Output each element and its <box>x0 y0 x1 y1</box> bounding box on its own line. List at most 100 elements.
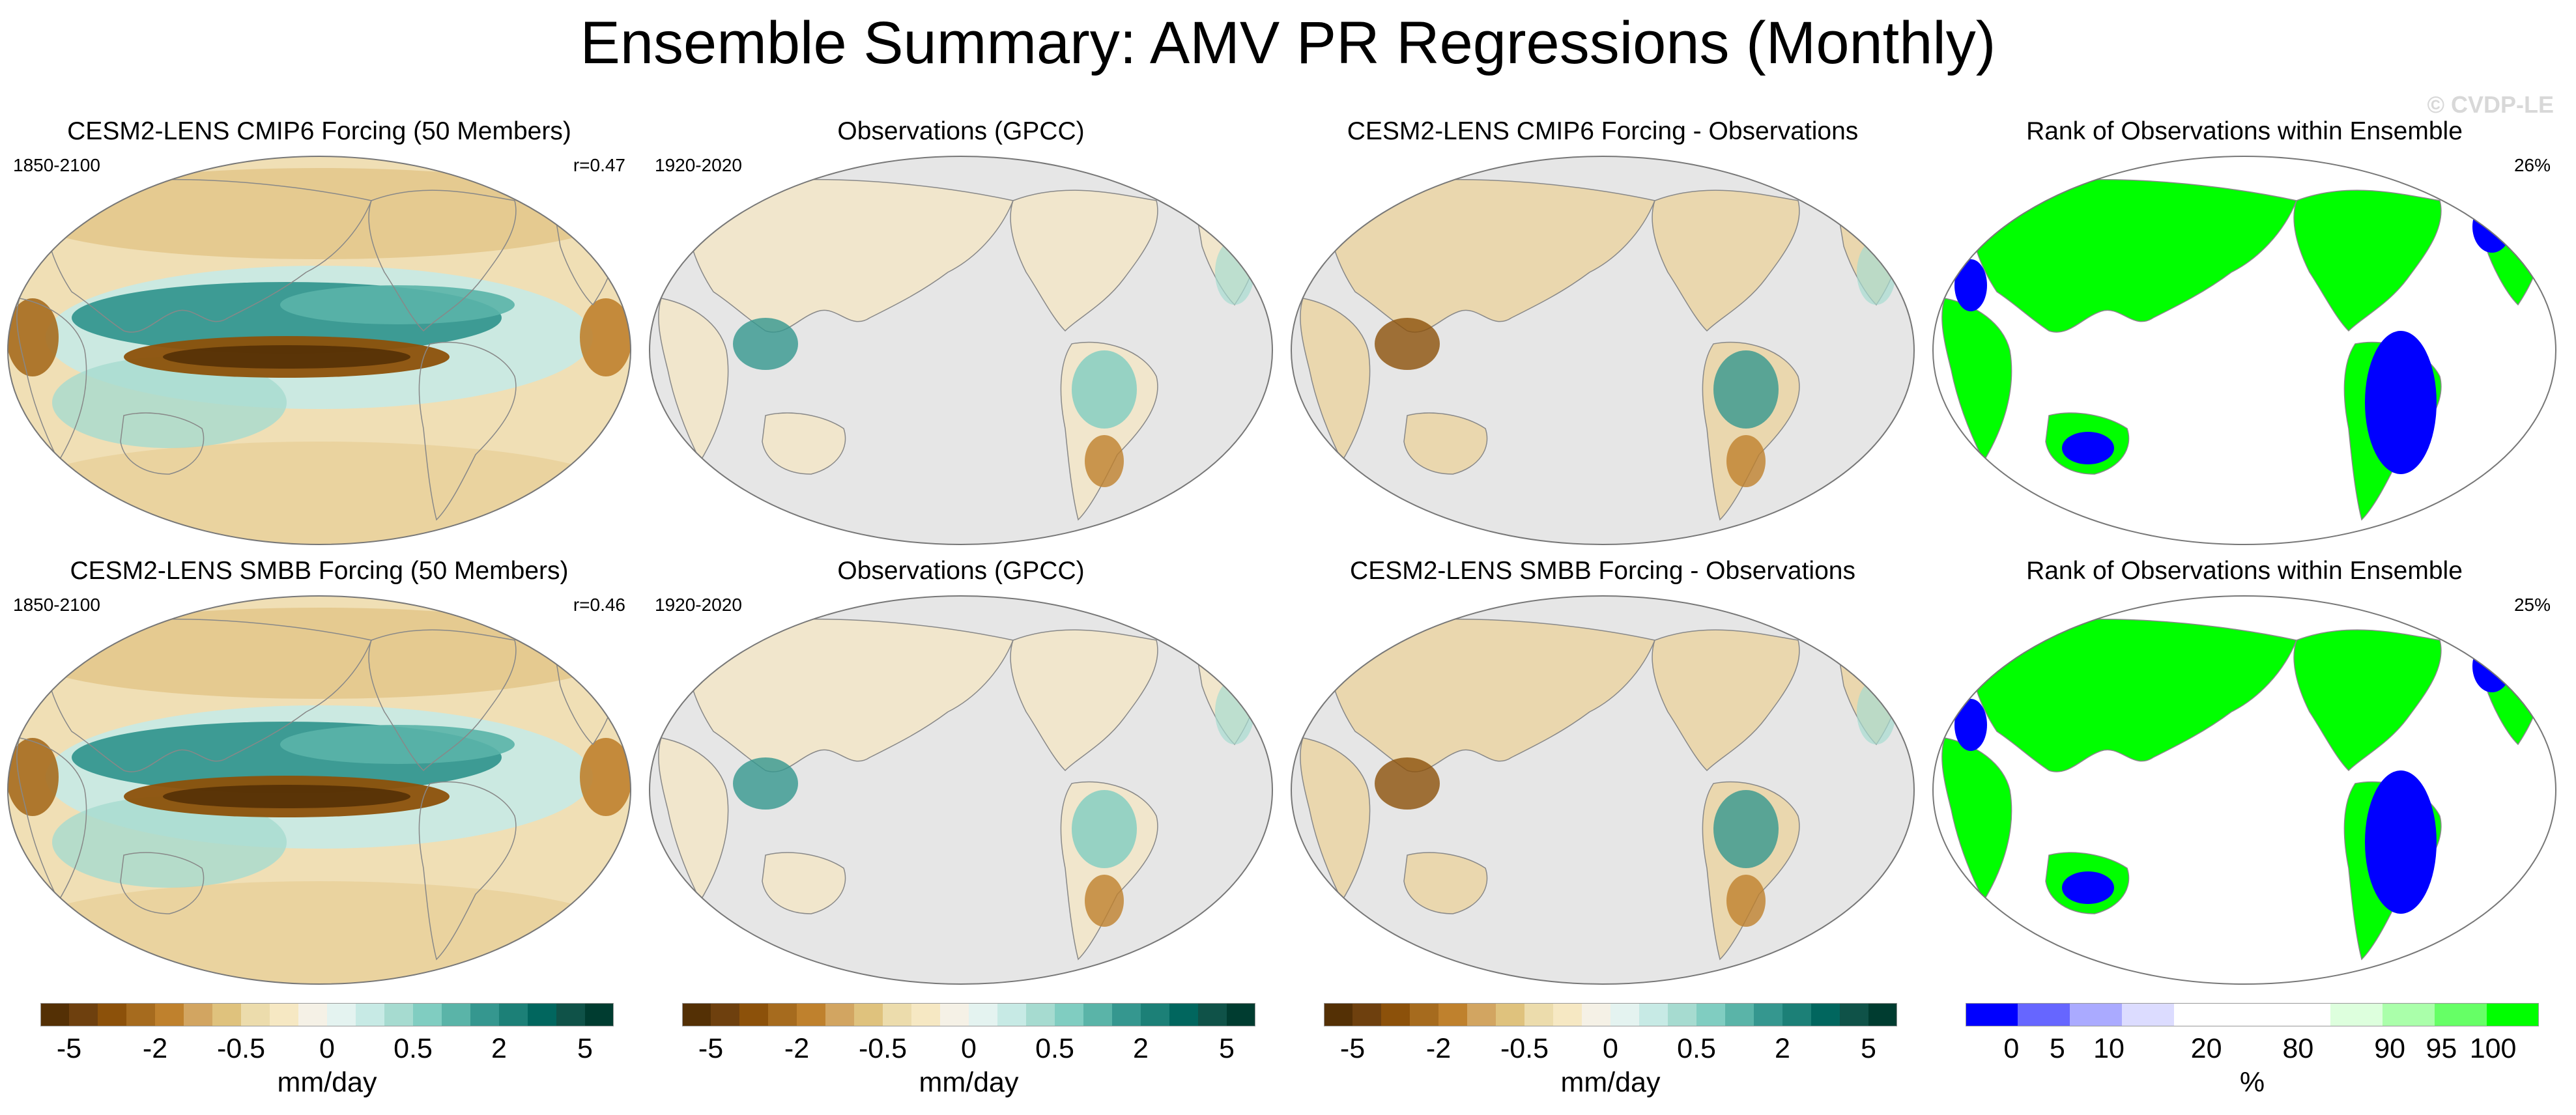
atlantic-dry-east <box>580 738 631 816</box>
continent-s-america <box>418 781 517 961</box>
map-outline <box>649 156 1273 545</box>
maritime-continent-signal <box>1375 757 1440 810</box>
colorbar-tick-label: -2 <box>784 1033 810 1064</box>
panel-title: CESM2-LENS CMIP6 Forcing - Observations <box>1347 117 1859 145</box>
colorbar-swatch <box>1026 1003 1055 1026</box>
diff-map <box>1291 156 1915 545</box>
colorbar-swatch <box>184 1003 213 1026</box>
colorbar-swatch <box>1227 1003 1255 1026</box>
colorbar-swatch <box>155 1003 184 1026</box>
map-outline <box>1291 156 1915 545</box>
colorbar-swatch <box>911 1003 941 1026</box>
map-panel-diff: CESM2-LENS SMBB Forcing - Observations <box>1283 557 1922 1000</box>
rank-low-india <box>1954 259 1987 311</box>
atlantic-dry <box>8 298 59 376</box>
continent-asia <box>685 618 1014 772</box>
n-pacific-wet <box>280 725 515 764</box>
colorbar-swatches <box>682 1003 1255 1026</box>
continent-asia <box>1327 618 1656 772</box>
colorbar-swatch <box>212 1003 242 1026</box>
colorbar-border <box>682 1003 1255 1026</box>
colorbar-tick-label: 80 <box>2282 1033 2314 1064</box>
period-label: 1920-2020 <box>655 155 742 175</box>
colorbar-swatch <box>2018 1003 2070 1026</box>
map-field <box>650 156 1272 544</box>
colorbar-swatch <box>711 1003 740 1026</box>
europe-signal <box>1857 240 1896 305</box>
north-dry-band <box>20 608 619 699</box>
europe-signal <box>1857 679 1896 744</box>
colorbar-unit-label: mm/day <box>919 1067 1019 1098</box>
colorbar-swatch <box>327 1003 356 1026</box>
colorbar-tick-label: 0.5 <box>394 1033 433 1064</box>
colorbar-border <box>1324 1003 1897 1026</box>
colorbar-swatch <box>969 1003 998 1026</box>
map-panel-rank: Rank of Observations within Ensemble 25% <box>1925 557 2564 1000</box>
colorbar-unit-label: mm/day <box>1560 1067 1661 1098</box>
colorbar-swatch <box>825 1003 855 1026</box>
colorbar-swatch <box>1696 1003 1726 1026</box>
map-panel-obs: Observations (GPCC) 1920-2020 <box>642 117 1280 560</box>
colorbar-swatch <box>2226 1003 2279 1026</box>
south-dry-band <box>13 881 625 984</box>
continent-asia <box>44 178 373 333</box>
colorbar-swatch <box>1610 1003 1640 1026</box>
continent-asia <box>44 618 373 772</box>
model-map <box>7 156 631 545</box>
period-label: 1850-2100 <box>13 155 100 175</box>
stat-label: 26% <box>2513 155 2551 175</box>
continent-asia <box>1327 178 1656 333</box>
amazon-signal <box>1072 350 1137 429</box>
map-outline <box>7 156 631 545</box>
maritime-continent-signal <box>1375 318 1440 370</box>
panel-title: CESM2-LENS CMIP6 Forcing (50 Members) <box>67 117 571 145</box>
amazon-signal <box>1713 790 1779 868</box>
colorbar-swatch <box>413 1003 442 1026</box>
atlantic-dry-east <box>580 298 631 376</box>
panel-title: Observations (GPCC) <box>837 557 1085 585</box>
continent-n-america <box>1010 629 1158 772</box>
colorbar-swatch <box>2174 1003 2227 1026</box>
colorbar-tick-label: 0 <box>961 1033 977 1064</box>
continent-n-america <box>2293 629 2442 772</box>
panel-title: Observations (GPCC) <box>837 117 1085 145</box>
colorbar-swatches <box>1324 1003 1897 1026</box>
colorbar-swatch <box>69 1003 98 1026</box>
colorbar-swatch <box>997 1003 1027 1026</box>
continent-asia <box>685 178 1014 333</box>
colorbar-tick-label: 5 <box>1219 1033 1235 1064</box>
colorbar-tick-label: 10 <box>2093 1033 2125 1064</box>
europe-signal <box>1215 679 1254 744</box>
rank-map <box>1932 595 2556 985</box>
colorbar-swatch <box>2070 1003 2123 1026</box>
rank-low-asia <box>1961 624 2020 656</box>
colorbar-swatch <box>1352 1003 1382 1026</box>
colorbar-swatch <box>1582 1003 1611 1026</box>
colorbar-tick-label: 5 <box>2049 1033 2065 1064</box>
s-america-dry <box>1726 435 1766 487</box>
colorbar-swatch <box>1381 1003 1410 1026</box>
colorbar-tick-label: -2 <box>142 1033 168 1064</box>
europe-signal <box>1215 240 1254 305</box>
colorbar-border <box>1966 1003 2539 1026</box>
colorbar-tick-label: 0 <box>2003 1033 2020 1064</box>
colorbar-swatch <box>528 1003 557 1026</box>
colorbar-swatch <box>126 1003 156 1026</box>
map-panel-diff: CESM2-LENS CMIP6 Forcing - Observations <box>1283 117 1922 560</box>
colorbar-swatch <box>1725 1003 1754 1026</box>
colorbar-swatch <box>1496 1003 1525 1026</box>
colorbar-swatch <box>768 1003 797 1026</box>
colorbar-swatch <box>298 1003 328 1026</box>
colorbar-tick-label: 20 <box>2190 1033 2222 1064</box>
colorbar-tick-label: 0 <box>1603 1033 1618 1064</box>
rank-low-samerica <box>2365 331 2437 474</box>
colorbar-swatch <box>585 1003 614 1026</box>
stat-label: 25% <box>2513 595 2551 615</box>
colorbar-tick-label: -2 <box>1425 1033 1452 1064</box>
colorbar-border <box>40 1003 614 1026</box>
figure-title: Ensemble Summary: AMV PR Regressions (Mo… <box>580 10 1996 76</box>
south-dry-band <box>13 442 625 544</box>
colorbar-tick-label: 5 <box>577 1033 593 1064</box>
continent-n-america <box>368 190 517 332</box>
colorbar-swatch <box>1198 1003 1227 1026</box>
